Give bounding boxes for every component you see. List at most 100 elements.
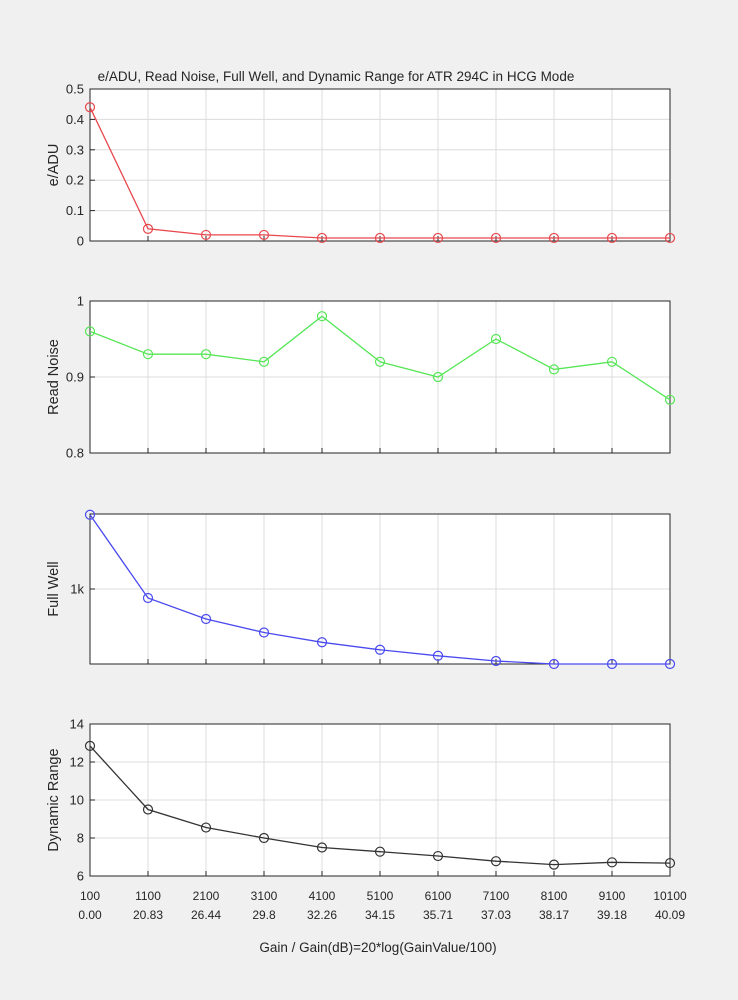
data-point (200, 822, 212, 833)
y-tick-label: 14 (70, 717, 84, 732)
data-point (84, 326, 96, 337)
y-tick-label: 0.2 (66, 173, 84, 188)
series-line (89, 514, 670, 665)
x-tick-label: 8100 (541, 889, 568, 903)
data-point (664, 232, 676, 244)
data-point (490, 232, 502, 244)
data-point (200, 613, 212, 625)
data-point (258, 356, 270, 367)
x-tick-label-db: 39.18 (597, 908, 627, 922)
x-tick-label-db: 0.00 (78, 908, 102, 922)
data-point (432, 232, 444, 244)
x-tick-label-db: 29.8 (252, 908, 276, 922)
x-tick-label: 4100 (309, 889, 336, 903)
subplot-3: 1k Full Well (46, 509, 676, 670)
axes-box (89, 723, 671, 877)
x-tick-label: 2100 (193, 889, 220, 903)
data-point (664, 658, 676, 670)
x-tick-label: 7100 (483, 889, 510, 903)
x-tick-label: 100 (80, 889, 100, 903)
data-point (606, 232, 618, 244)
data-point (606, 658, 618, 670)
data-point (200, 349, 212, 360)
x-tick-label: 10100 (653, 889, 687, 903)
y-tick-label: 10 (70, 793, 84, 808)
figure-title: e/ADU, Read Noise, Full Well, and Dynami… (98, 69, 575, 84)
y-tick-label: 8 (77, 831, 84, 846)
data-point (142, 223, 154, 234)
x-tick-label-db: 35.71 (423, 908, 453, 922)
data-point (316, 842, 328, 853)
data-point (258, 229, 270, 241)
data-point (84, 509, 96, 520)
data-point (200, 229, 212, 241)
data-point (490, 333, 502, 345)
data-point (374, 846, 386, 857)
y-axis-label: Full Well (46, 561, 62, 616)
data-point (374, 356, 386, 367)
y-tick-label: 0.8 (66, 446, 84, 461)
data-point (142, 804, 154, 815)
data-point (142, 592, 154, 604)
x-tick-label-db: 32.26 (307, 908, 337, 922)
x-axis-label: Gain / Gain(dB)=20*log(GainValue/100) (259, 940, 496, 955)
x-tick-label-db: 40.09 (655, 908, 685, 922)
data-point (432, 650, 444, 661)
subplot-2: 0.8 0.9 1 Read Noise (46, 294, 676, 461)
data-point (606, 356, 618, 367)
y-tick-label: 0 (77, 234, 84, 249)
data-point (664, 394, 676, 405)
data-point (316, 637, 328, 648)
x-tick-label: 3100 (251, 889, 278, 903)
data-point (258, 832, 270, 844)
x-tick-label-db: 26.44 (191, 908, 221, 922)
x-tick-label: 1100 (135, 889, 161, 903)
axes-box (89, 300, 671, 454)
x-tick-label: 5100 (367, 889, 394, 903)
y-axis-label: Read Noise (46, 339, 62, 415)
x-tick-label: 9100 (599, 889, 626, 903)
data-point (432, 371, 444, 383)
data-point (84, 740, 96, 751)
y-tick-label: 0.3 (66, 142, 84, 157)
data-point (374, 232, 386, 244)
y-tick-label: 6 (77, 869, 84, 884)
data-point (142, 349, 154, 360)
data-point (490, 856, 502, 867)
series-line (89, 106, 670, 239)
data-point (548, 658, 560, 670)
subplots: 0 0.1 0.2 0.3 0.4 0.5 e/ADU 0.8 0.9 1 Read Noise 1k… (46, 82, 687, 923)
y-tick-label: 1k (70, 582, 84, 597)
data-point (548, 364, 560, 375)
y-tick-label: 0.9 (66, 370, 84, 385)
subplot-4: 6 8 10 12 14 Dynamic Range 100 0.00 1100 20.83 210… (46, 717, 687, 923)
x-tick-label-db: 38.17 (539, 908, 569, 922)
data-point (548, 859, 560, 870)
data-point (258, 627, 270, 638)
data-point (606, 857, 618, 868)
data-point (316, 311, 328, 322)
x-tick-label-db: 37.03 (481, 908, 511, 922)
y-tick-label: 0.5 (66, 82, 84, 97)
data-point (374, 644, 386, 655)
axes-box (89, 88, 671, 242)
axes-box (89, 513, 671, 665)
data-point (432, 850, 444, 862)
data-point (84, 102, 96, 113)
y-axis-label: Dynamic Range (46, 748, 62, 851)
y-axis-label: e/ADU (46, 144, 62, 187)
subplot-1: 0 0.1 0.2 0.3 0.4 0.5 e/ADU (46, 82, 676, 249)
y-tick-label: 0.1 (66, 203, 84, 218)
data-point (664, 857, 676, 869)
series-line (89, 745, 671, 866)
data-point (548, 232, 560, 244)
data-point (316, 232, 328, 244)
y-tick-label: 0.4 (66, 112, 84, 127)
y-tick-label: 1 (77, 294, 84, 309)
x-tick-label-db: 20.83 (133, 908, 163, 922)
series-line (89, 315, 671, 401)
x-tick-label: 6100 (425, 889, 452, 903)
x-tick-label-db: 34.15 (365, 908, 395, 922)
y-tick-label: 12 (70, 755, 84, 770)
